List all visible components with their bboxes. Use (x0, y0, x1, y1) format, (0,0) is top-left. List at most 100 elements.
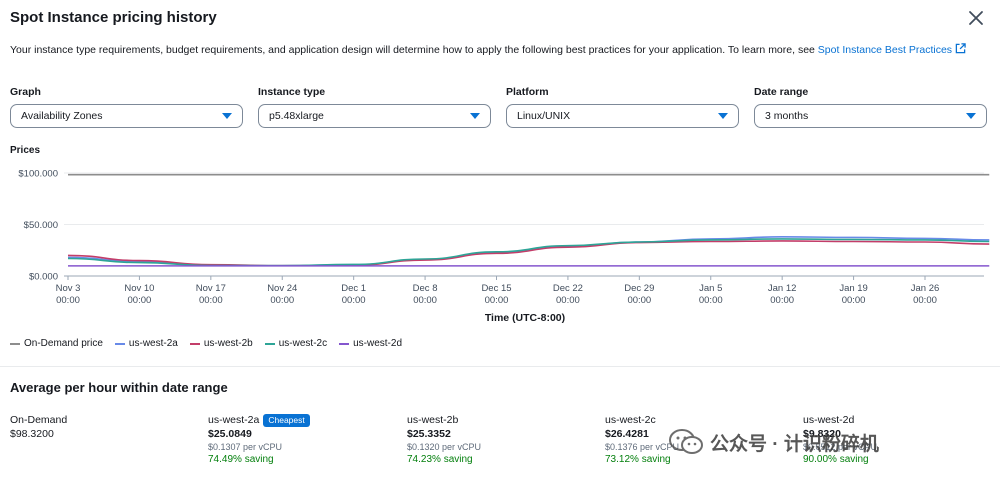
best-practices-link-text: Spot Instance Best Practices (817, 44, 953, 56)
legend-swatch (189, 342, 200, 345)
legend-item[interactable]: us-west-2d (339, 338, 402, 349)
price-chart: $100.000 $50.000 $0.000 Nov 3 00:00 Nov 10 00:… (0, 160, 1000, 330)
zone-price: $9.8320 (803, 428, 841, 440)
series-line-us-west-2b (67, 240, 990, 267)
legend-label: On-Demand price (24, 338, 103, 349)
x-tick-sublabel: 00:00 (913, 295, 937, 306)
legend-label: us-west-2c (278, 338, 328, 349)
on-demand-name: On-Demand (10, 414, 68, 426)
legend-swatch (10, 342, 20, 345)
modal-description: Your instance type requirements, budget … (10, 43, 970, 58)
on-demand-price: $98.3200 (10, 428, 54, 440)
close-icon (969, 11, 983, 25)
wechat-icon (669, 429, 703, 454)
platform-field: Platform Linux/UNIX (506, 86, 739, 128)
x-tick-label: Dec 1 (341, 283, 366, 294)
x-tick-sublabel: 00:00 (842, 295, 866, 306)
x-tick-sublabel: 00:00 (699, 295, 723, 306)
zone-name: us-west-2c (605, 413, 679, 427)
watermark-text: 公众号 · 计识粉碎机 (710, 433, 879, 455)
x-tick-label: Jan 12 (768, 283, 797, 294)
x-tick-sublabel: 00:00 (627, 295, 651, 306)
x-tick-label: Jan 5 (699, 283, 722, 294)
x-tick-sublabel: 00:00 (56, 295, 80, 306)
legend-item[interactable]: On-Demand price (10, 338, 103, 349)
instance-type-select-value: p5.48xlarge (269, 110, 324, 122)
x-tick-label: Nov 24 (267, 283, 297, 294)
zone-name-text: us-west-2c (605, 414, 656, 426)
caret-down-icon (966, 113, 976, 119)
zone-name-text: us-west-2a (208, 414, 260, 426)
zone-saving: 90.00% saving (803, 454, 869, 465)
x-tick-sublabel: 00:00 (770, 295, 794, 306)
date-range-select[interactable]: 3 months (754, 104, 987, 128)
series-line-us-west-2c (67, 238, 990, 267)
x-tick-sublabel: 00:00 (485, 295, 509, 306)
graph-select[interactable]: Availability Zones (10, 104, 243, 128)
legend-item[interactable]: us-west-2a (114, 338, 178, 349)
zone-saving: 74.23% saving (407, 454, 473, 465)
platform-label: Platform (506, 86, 549, 98)
date-range-field: Date range 3 months (754, 86, 987, 128)
legend-swatch (114, 342, 125, 345)
zone-saving: 74.49% saving (208, 454, 274, 465)
instance-type-field: Instance type p5.48xlarge (258, 86, 491, 128)
zone-name: us-west-2a Cheapest (208, 413, 310, 427)
description-text: Your instance type requirements, budget … (10, 44, 818, 56)
x-tick-sublabel: 00:00 (128, 295, 152, 306)
graph-select-value: Availability Zones (21, 110, 103, 122)
average-title: Average per hour within date range (10, 380, 228, 395)
best-practices-link[interactable]: Spot Instance Best Practices (817, 43, 966, 56)
chart-title: Prices (10, 145, 41, 156)
y-tick-label: $100.000 (18, 169, 58, 180)
zone-name: us-west-2b (407, 413, 481, 427)
legend-swatch (339, 342, 350, 345)
x-tick-label: Nov 10 (124, 283, 154, 294)
x-tick-sublabel: 00:00 (270, 295, 294, 306)
zone-name-text: us-west-2b (407, 414, 459, 426)
section-divider (0, 366, 1000, 367)
zone-name: us-west-2d (803, 413, 877, 427)
x-tick-label: Dec 22 (553, 283, 583, 294)
graph-label: Graph (10, 86, 41, 98)
caret-down-icon (470, 113, 480, 119)
zone-summary-us-west-2c: us-west-2c $26.4281 $0.1376 per vCPU 73.12%… (605, 413, 679, 467)
legend-item[interactable]: us-west-2b (189, 338, 253, 349)
cheapest-badge: Cheapest (263, 413, 310, 427)
x-tick-label: Jan 26 (911, 283, 940, 294)
x-tick-label: Nov 3 (56, 283, 81, 294)
x-tick-label: Nov 17 (196, 283, 226, 294)
zone-summary-us-west-2a: us-west-2a Cheapest $25.0849 $0.1307 per vC… (208, 413, 310, 467)
zone-name-text: us-west-2d (803, 414, 855, 426)
zone-per-vcpu: $0.1320 per vCPU (407, 442, 482, 452)
legend-label: us-west-2d (353, 338, 402, 349)
external-link-icon (955, 43, 966, 54)
y-tick-label: $50.000 (24, 220, 58, 231)
modal-title: Spot Instance pricing history (10, 9, 217, 26)
close-button[interactable] (966, 8, 986, 28)
zone-summary-us-west-2b: us-west-2b $25.3352 $0.1320 per vCPU 74.23%… (407, 413, 481, 467)
instance-type-select[interactable]: p5.48xlarge (258, 104, 491, 128)
x-tick-label: Dec 15 (481, 283, 511, 294)
legend-swatch (264, 342, 275, 345)
caret-down-icon (222, 113, 232, 119)
zone-per-vcpu: $0.1376 per vCPU (605, 442, 680, 452)
x-tick-sublabel: 00:00 (413, 295, 437, 306)
x-tick-label: Jan 19 (839, 283, 868, 294)
platform-select[interactable]: Linux/UNIX (506, 104, 739, 128)
caret-down-icon (718, 113, 728, 119)
zone-per-vcpu: $0.1307 per vCPU (208, 442, 283, 452)
instance-type-label: Instance type (258, 86, 326, 98)
chart-legend: On-Demand price us-west-2a us-west-2b us-we… (10, 338, 402, 349)
legend-label: us-west-2a (128, 338, 178, 349)
x-tick-sublabel: 00:00 (342, 295, 366, 306)
date-range-label: Date range (754, 86, 809, 98)
x-tick-label: Dec 29 (624, 283, 654, 294)
watermark: 公众号 · 计识粉碎机 (668, 428, 879, 456)
zone-per-vcpu: $0.0512 per vCPU (803, 442, 878, 452)
zone-summary-us-west-2d: us-west-2d $9.8320 $0.0512 per vCPU 90.00% … (803, 413, 877, 467)
platform-select-value: Linux/UNIX (517, 110, 571, 122)
legend-label: us-west-2b (203, 338, 253, 349)
legend-item[interactable]: us-west-2c (264, 338, 328, 349)
